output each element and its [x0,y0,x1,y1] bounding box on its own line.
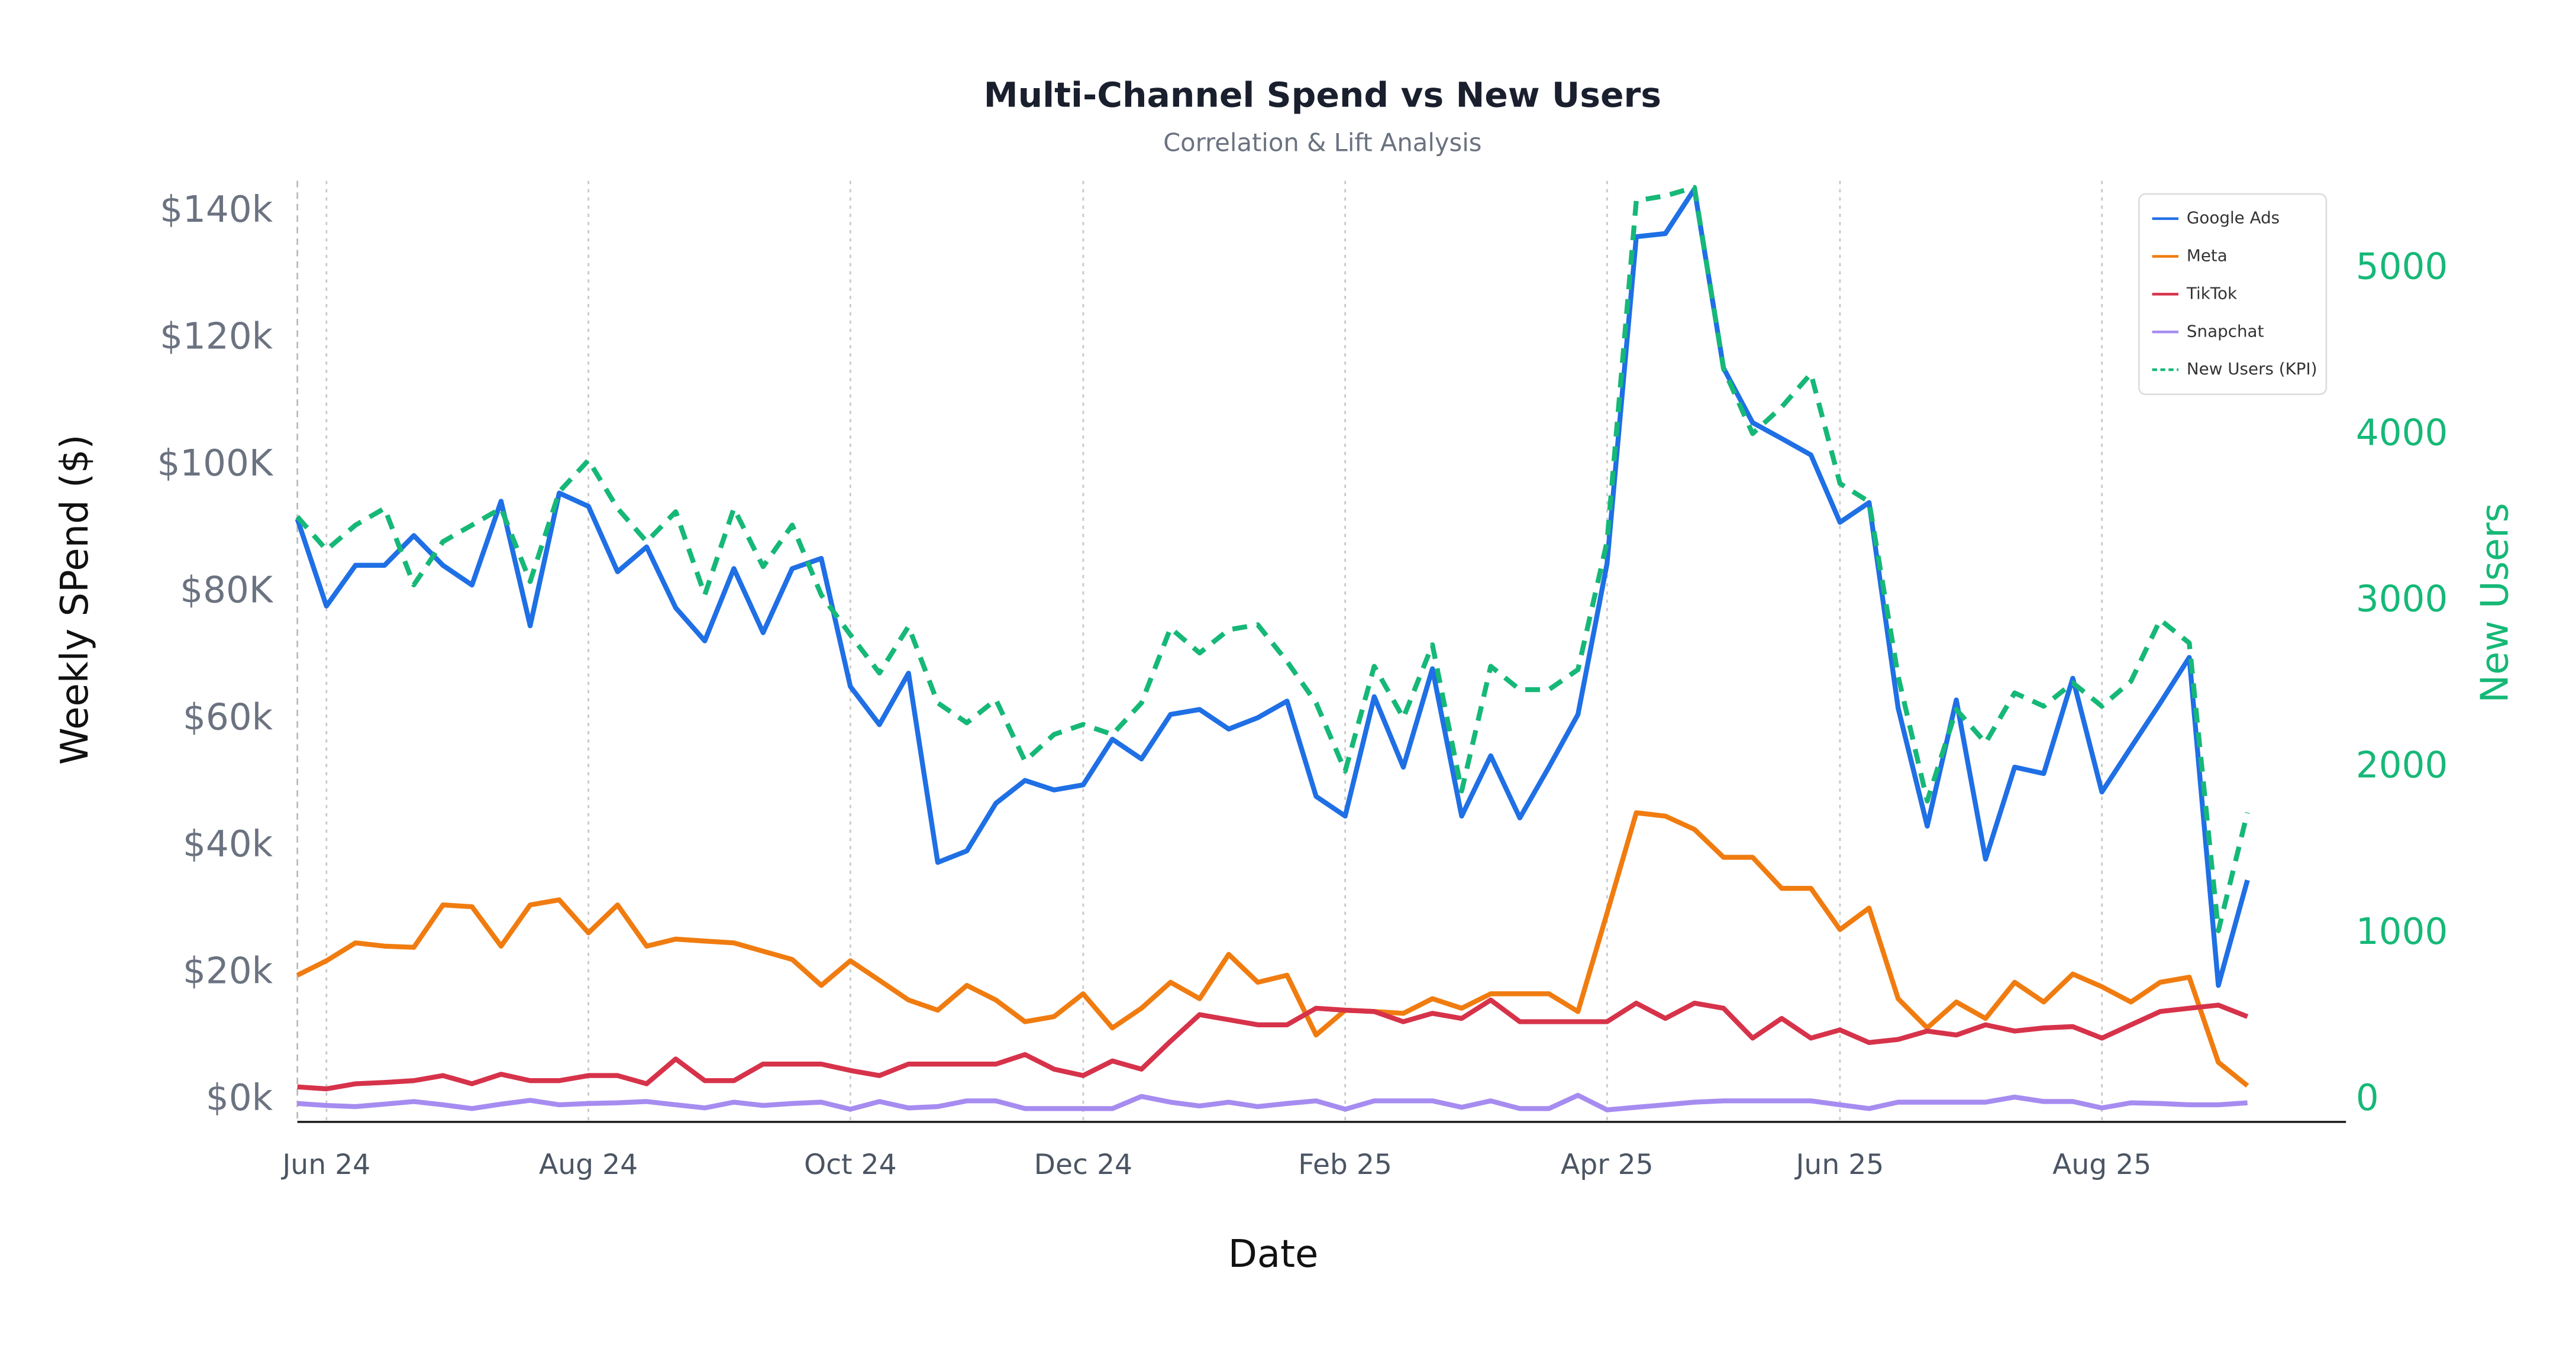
x-axis-label: Date [1228,1233,1319,1276]
y-tick-label: $120k [160,316,273,358]
legend-label: TikTok [2186,283,2237,303]
x-tick-label: Dec 24 [1034,1149,1132,1181]
y2-tick-label: 3000 [2356,578,2448,620]
y-tick-label: $140k [160,189,273,231]
chart-subtitle: Correlation & Lift Analysis [1163,128,1481,157]
x-tick-label: Aug 24 [539,1149,638,1181]
y-tick-label: $0k [206,1077,273,1119]
legend-label: New Users (KPI) [2187,359,2317,379]
x-tick-label: Oct 24 [804,1149,897,1181]
chart-title: Multi-Channel Spend vs New Users [984,75,1661,115]
series-line [295,186,2250,988]
y2-axis-label: New Users [2473,503,2517,703]
x-tick-label: Jun 24 [280,1149,370,1181]
x-tick-label: Aug 25 [2052,1149,2151,1181]
y2-tick-label: 1000 [2356,911,2448,953]
y2-tick-label: 4000 [2356,412,2448,454]
legend-label: Google Ads [2187,208,2280,228]
x-tick-label: Jun 25 [1794,1149,1884,1181]
y2-tick-label: 5000 [2356,245,2448,287]
x-tick-label: Apr 25 [1561,1149,1654,1181]
y-tick-label: $100K [157,442,273,484]
y2-tick-label: 0 [2356,1077,2379,1119]
series-line [297,1092,2248,1112]
y-tick-label: $20k [183,950,273,992]
series-line [297,997,2249,1092]
y-tick-label: $80K [180,570,274,612]
y-axis-label: Weekly SPend ($) [53,435,97,765]
y2-tick-label: 2000 [2356,745,2448,787]
y-tick-label: $60k [183,696,273,738]
legend-label: Meta [2187,246,2228,266]
legend-label: Snapchat [2187,321,2264,341]
series-line [296,810,2249,1088]
y-tick-label: $40k [183,823,273,865]
series-line [295,185,2250,933]
legend-box [2138,193,2328,396]
x-tick-label: Feb 25 [1298,1149,1392,1181]
